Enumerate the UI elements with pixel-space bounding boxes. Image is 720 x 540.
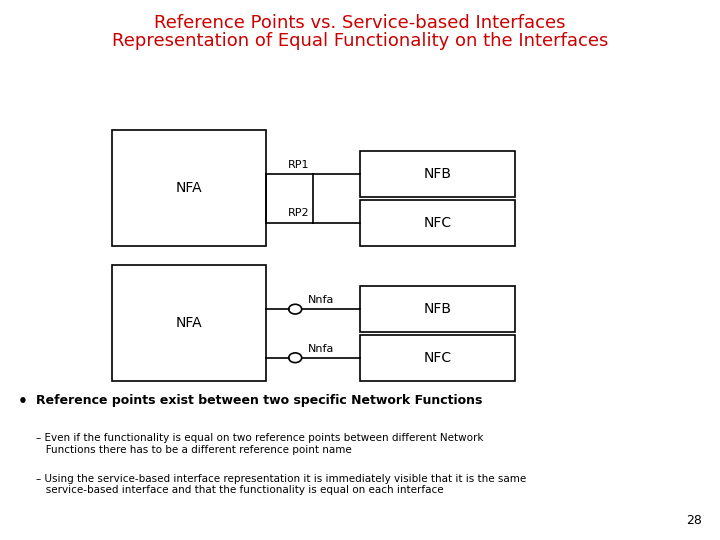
Text: NFC: NFC <box>423 216 451 229</box>
Bar <box>360 286 515 332</box>
Bar <box>112 265 266 381</box>
Text: NFB: NFB <box>423 302 451 316</box>
Text: NFC: NFC <box>423 351 451 364</box>
Text: RP1: RP1 <box>288 160 310 170</box>
Bar <box>360 200 515 246</box>
Bar <box>360 151 515 197</box>
Text: NFA: NFA <box>176 316 202 329</box>
Text: – Even if the functionality is equal on two reference points between different N: – Even if the functionality is equal on … <box>36 433 484 455</box>
Text: Reference Points vs. Service-based Interfaces: Reference Points vs. Service-based Inter… <box>154 14 566 31</box>
Text: Representation of Equal Functionality on the Interfaces: Representation of Equal Functionality on… <box>112 32 608 50</box>
Text: – Using the service-based interface representation it is immediately visible tha: – Using the service-based interface repr… <box>36 474 526 495</box>
Text: NFB: NFB <box>423 167 451 181</box>
Text: Nnfa: Nnfa <box>307 344 334 354</box>
Text: Reference points exist between two specific Network Functions: Reference points exist between two speci… <box>36 394 482 407</box>
Text: NFA: NFA <box>176 181 202 194</box>
Text: •: • <box>18 394 28 409</box>
Bar <box>360 335 515 381</box>
Text: 28: 28 <box>686 514 702 526</box>
Text: Nnfa: Nnfa <box>307 295 334 306</box>
Bar <box>112 130 266 246</box>
Text: RP2: RP2 <box>288 208 310 218</box>
